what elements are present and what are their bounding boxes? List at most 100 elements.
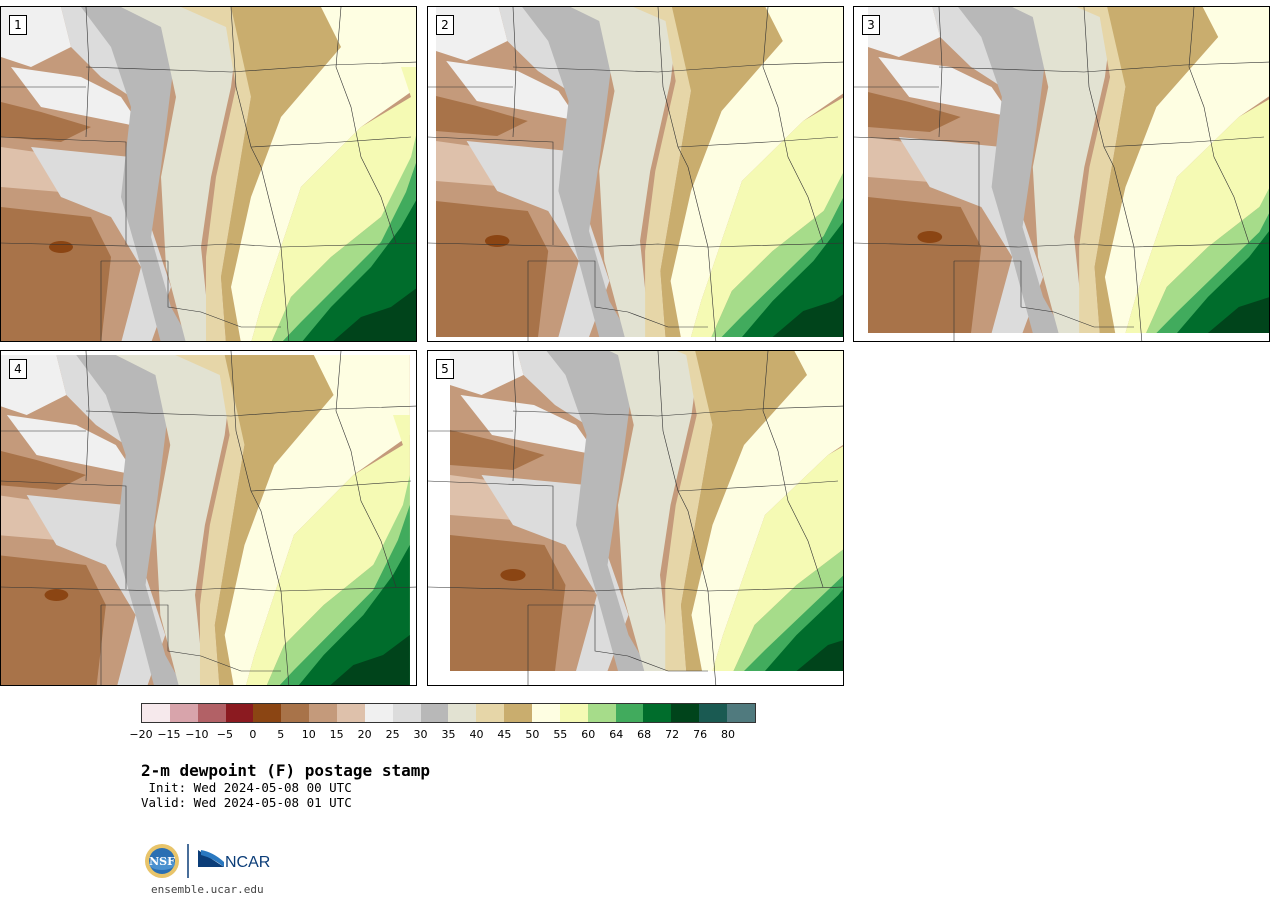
dewpoint-contour-band <box>1012 7 1114 333</box>
state-border-line <box>512 405 843 417</box>
dewpoint-contour-band <box>266 475 410 685</box>
dewpoint-contours <box>450 351 843 671</box>
dewpoint-contour-band <box>231 7 416 341</box>
dry-air-blob <box>917 231 943 243</box>
colorbar-tick-label: 25 <box>385 728 400 741</box>
member-number-label: 1 <box>9 15 27 35</box>
state-border-line <box>280 246 290 341</box>
state-border-line <box>854 136 980 245</box>
state-border-line <box>762 351 824 588</box>
dewpoint-contour-band <box>868 7 941 57</box>
colorbar-swatch <box>615 704 644 722</box>
state-border-line <box>677 490 709 592</box>
state-border-line <box>1188 7 1250 244</box>
dewpoint-contour-band <box>691 351 843 671</box>
dewpoint-contour-band <box>330 635 410 685</box>
dewpoint-contour-band <box>298 545 410 685</box>
dewpoint-contour-band <box>450 430 545 470</box>
state-borders <box>1 7 416 341</box>
ensemble-member-panel-5: 5 <box>427 350 844 686</box>
state-border-line <box>1133 246 1143 341</box>
dewpoint-contour-band <box>958 7 1064 333</box>
dewpoint-contour-band <box>251 67 416 341</box>
dewpoint-contour-band <box>221 7 341 341</box>
colorbar-tick-label: 5 <box>277 728 285 741</box>
nsf-logo-text: NSF <box>149 855 175 868</box>
colorbar-swatch <box>225 704 254 722</box>
dewpoint-contour-band <box>11 67 141 127</box>
state-border-line <box>428 586 843 592</box>
nsf-logo: NSF <box>145 844 179 878</box>
colorbar-swatch <box>727 704 755 722</box>
dewpoint-contour-band <box>660 7 783 337</box>
dewpoint-contour-band <box>796 640 843 671</box>
colorbar-swatch <box>142 704 170 722</box>
colorbar-swatch <box>448 704 477 722</box>
dry-air-blob <box>49 241 73 253</box>
state-border-line <box>707 246 717 341</box>
dewpoint-contour-band <box>522 7 630 337</box>
state-border-line <box>335 7 397 244</box>
dewpoint-contours <box>1 7 416 341</box>
dewpoint-contour-band <box>436 201 549 337</box>
dewpoint-map <box>428 7 843 341</box>
dewpoint-contour-band <box>450 535 566 671</box>
dewpoint-contour-band <box>302 200 416 341</box>
dry-air-blob <box>484 235 510 247</box>
state-border-line <box>428 480 554 589</box>
website-text: ensemble.ucar.edu <box>151 883 264 896</box>
dewpoint-contour-band <box>1104 7 1269 333</box>
state-border-line <box>250 480 412 492</box>
state-border-line <box>230 7 252 148</box>
state-border-line <box>707 590 717 685</box>
dewpoint-map <box>854 7 1269 341</box>
dewpoint-contour-band <box>712 446 843 671</box>
dewpoint-contour-band <box>246 415 410 685</box>
dewpoint-contour-band <box>868 197 982 333</box>
dewpoint-contour-band <box>333 288 416 341</box>
colorbar-swatch <box>476 704 505 722</box>
ensemble-member-panel-2: 2 <box>427 6 844 342</box>
colorbar-tick-label: 45 <box>497 728 512 741</box>
state-border-line <box>250 136 412 148</box>
state-border-line <box>1083 7 1105 148</box>
dewpoint-contours <box>436 7 843 337</box>
state-border-line <box>1103 136 1265 148</box>
dewpoint-contour-band <box>1146 188 1269 333</box>
dewpoint-contour-band <box>711 172 843 337</box>
state-border-line <box>101 260 281 328</box>
dry-air-blob <box>500 569 526 581</box>
dewpoint-contour-band <box>175 355 255 685</box>
dewpoint-contours <box>868 7 1269 333</box>
state-border-line <box>1 242 416 248</box>
dewpoint-contour-band <box>121 7 241 341</box>
state-borders <box>428 7 843 341</box>
ensemble-member-panel-4: 4 <box>0 350 417 686</box>
dewpoint-contour-band <box>1207 297 1269 333</box>
state-border-line <box>85 61 416 73</box>
colorbar-tick-labels: −20 −15 −10 −5 0 5 10 15 20 25 30 35 40 45 50 55 60 64 68 7… <box>129 728 756 742</box>
state-border-line <box>1 480 127 589</box>
state-border-line <box>1103 146 1135 248</box>
state-border-line <box>85 405 416 417</box>
state-border-line <box>954 260 1134 328</box>
dewpoint-contour-band <box>570 7 681 337</box>
dewpoint-contour-band <box>868 92 961 132</box>
dewpoint-contour-band <box>6 415 136 475</box>
colorbar-tick-label: 35 <box>441 728 456 741</box>
colorbar-swatch <box>587 704 616 722</box>
init-time: Init: Wed 2024-05-08 00 UTC <box>141 780 352 795</box>
member-number-label: 5 <box>436 359 454 379</box>
dewpoint-contour-band <box>436 96 528 136</box>
colorbar-swatch <box>643 704 672 722</box>
colorbar-tick-label: −15 <box>157 728 181 741</box>
dewpoint-contour-band <box>609 351 700 671</box>
dewpoint-contour-band <box>181 7 261 341</box>
dewpoint-colorbar <box>141 703 756 723</box>
colorbar-swatch <box>197 704 226 722</box>
dewpoint-contour-band <box>680 351 807 671</box>
colorbar-swatch <box>281 704 310 722</box>
valid-time: Valid: Wed 2024-05-08 01 UTC <box>141 795 352 810</box>
state-border-line <box>762 7 824 244</box>
dewpoint-contour-band <box>878 57 1013 117</box>
